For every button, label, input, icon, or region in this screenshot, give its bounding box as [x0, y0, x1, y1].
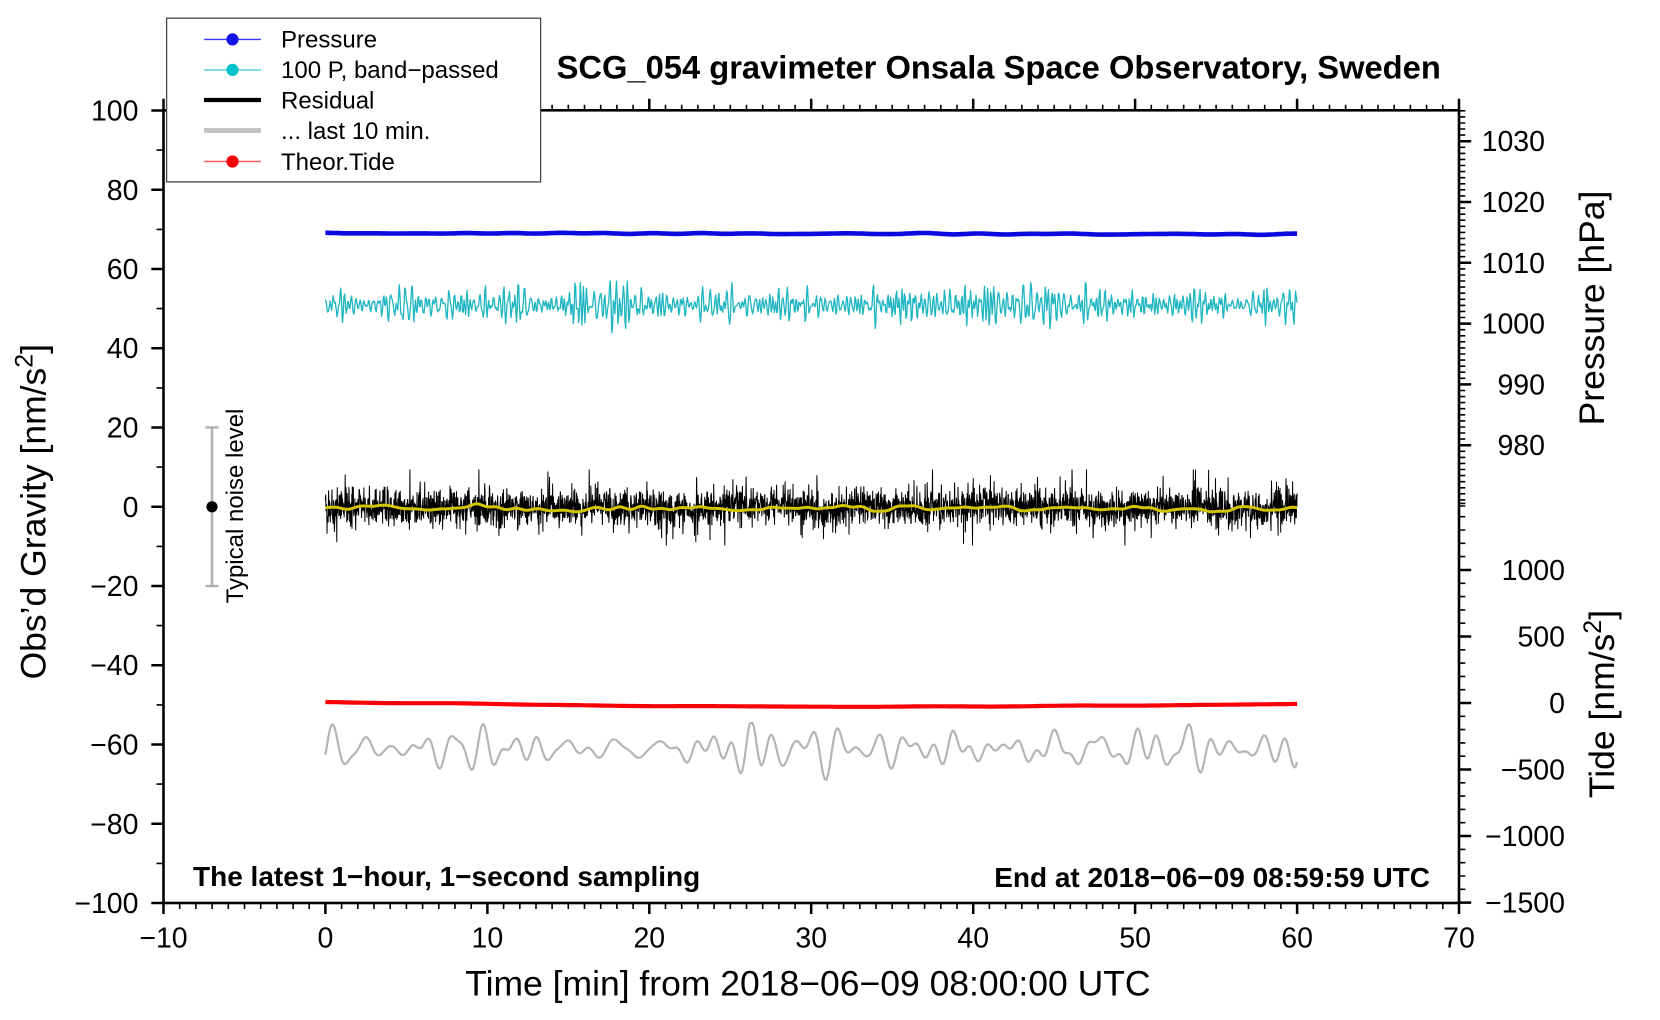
svg-text:Theor.Tide: Theor.Tide — [281, 149, 395, 176]
svg-text:80: 80 — [107, 175, 139, 207]
svg-text:−10: −10 — [139, 923, 187, 955]
svg-text:1000: 1000 — [1502, 555, 1565, 587]
svg-text:−80: −80 — [90, 809, 138, 841]
svg-text:Time [min] from 2018−06−09 08:: Time [min] from 2018−06−09 08:00:00 UTC — [465, 964, 1150, 1004]
svg-text:−60: −60 — [90, 730, 138, 762]
svg-text:Pressure: Pressure — [281, 27, 377, 54]
svg-text:40: 40 — [957, 923, 989, 955]
svg-text:20: 20 — [633, 923, 665, 955]
svg-text:70: 70 — [1443, 923, 1475, 955]
svg-text:Pressure [hPa]: Pressure [hPa] — [1572, 191, 1612, 426]
svg-text:End at 2018−06−09 08:59:59 UTC: End at 2018−06−09 08:59:59 UTC — [994, 862, 1430, 893]
svg-text:40: 40 — [107, 333, 139, 365]
svg-text:60: 60 — [107, 254, 139, 286]
svg-text:0: 0 — [123, 492, 139, 524]
svg-text:SCG_054 gravimeter Onsala Spac: SCG_054 gravimeter Onsala Space Observat… — [557, 48, 1441, 85]
svg-text:60: 60 — [1281, 923, 1313, 955]
svg-text:Residual: Residual — [281, 87, 374, 114]
svg-text:50: 50 — [1119, 923, 1151, 955]
svg-text:10: 10 — [472, 923, 504, 955]
svg-text:−500: −500 — [1501, 755, 1565, 787]
svg-text:0: 0 — [317, 923, 333, 955]
svg-text:Tide [nm/s2]: Tide [nm/s2] — [1579, 610, 1622, 798]
svg-text:980: 980 — [1497, 430, 1545, 462]
svg-text:1010: 1010 — [1482, 248, 1545, 280]
svg-text:−1500: −1500 — [1485, 888, 1565, 920]
svg-text:1030: 1030 — [1482, 126, 1545, 158]
svg-text:100: 100 — [91, 96, 139, 128]
svg-text:Typical noise level: Typical noise level — [222, 409, 249, 604]
svg-text:1020: 1020 — [1482, 187, 1545, 219]
svg-text:... last 10 min.: ... last 10 min. — [281, 118, 430, 145]
svg-text:−40: −40 — [90, 650, 138, 682]
svg-text:The latest 1−hour, 1−second sa: The latest 1−hour, 1−second sampling — [193, 861, 700, 892]
svg-text:30: 30 — [795, 923, 827, 955]
svg-text:990: 990 — [1497, 369, 1545, 401]
svg-text:−1000: −1000 — [1485, 821, 1565, 853]
svg-text:0: 0 — [1549, 688, 1565, 720]
svg-text:100 P, band−passed: 100 P, band−passed — [281, 57, 499, 84]
svg-text:−20: −20 — [90, 571, 138, 603]
svg-text:20: 20 — [107, 413, 139, 445]
svg-text:−100: −100 — [74, 888, 138, 920]
svg-text:500: 500 — [1517, 622, 1565, 654]
svg-text:Obs’d Gravity [nm/s2]: Obs’d Gravity [nm/s2] — [11, 344, 54, 679]
svg-text:1000: 1000 — [1482, 309, 1545, 341]
